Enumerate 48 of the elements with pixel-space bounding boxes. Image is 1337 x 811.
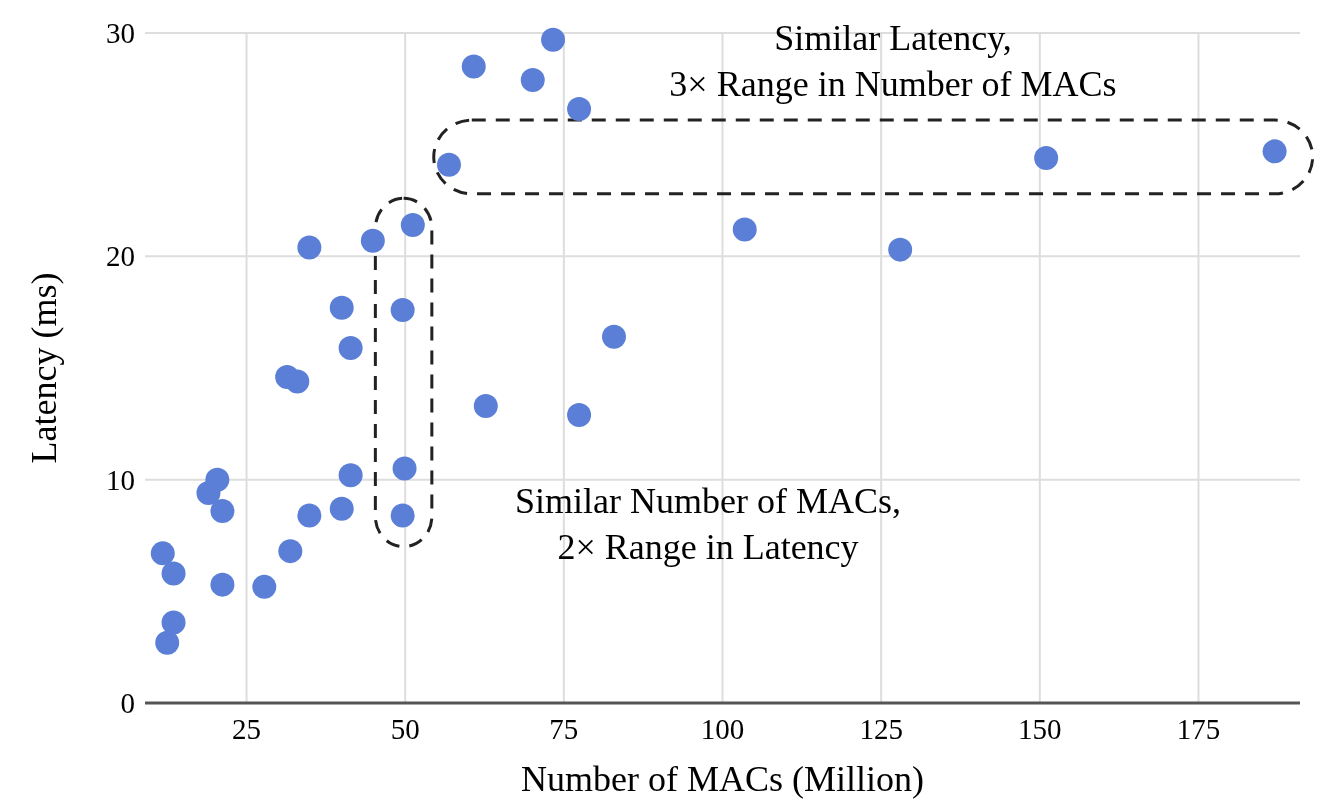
point xyxy=(567,96,592,121)
x-tick-label: 175 xyxy=(1176,713,1221,745)
point xyxy=(1034,146,1059,171)
point xyxy=(473,393,498,418)
point xyxy=(732,217,757,242)
point xyxy=(297,503,322,528)
y-tick-label: 20 xyxy=(106,240,135,273)
point xyxy=(400,213,425,238)
x-tick-label: 150 xyxy=(1018,713,1062,745)
point xyxy=(252,574,277,599)
point xyxy=(601,324,626,349)
point xyxy=(329,496,354,521)
point xyxy=(392,456,417,481)
point xyxy=(150,541,175,566)
x-tick-label: 50 xyxy=(390,713,420,745)
point xyxy=(1262,139,1287,164)
point xyxy=(297,235,322,260)
point xyxy=(285,369,310,394)
point xyxy=(360,228,385,253)
point xyxy=(210,498,235,523)
point xyxy=(436,152,461,177)
y-tick-label: 0 xyxy=(120,687,135,719)
point xyxy=(338,335,363,360)
point xyxy=(390,297,415,322)
y-axis-title: Latency (ms) xyxy=(24,272,64,464)
point xyxy=(888,237,913,262)
point xyxy=(161,610,186,635)
point xyxy=(161,561,186,586)
x-tick-label: 100 xyxy=(700,713,745,745)
y-tick-label: 10 xyxy=(106,463,135,496)
point xyxy=(567,402,592,427)
point xyxy=(461,54,486,79)
x-tick-label: 125 xyxy=(859,713,903,745)
point xyxy=(390,503,415,528)
annotation: Similar Latency, 3× Range in Number of MACs xyxy=(669,18,1117,104)
point xyxy=(278,539,303,564)
point xyxy=(210,572,235,597)
point xyxy=(205,467,230,492)
annotation: Similar Number of MACs, 2× Range in Latency xyxy=(515,481,901,567)
point xyxy=(155,630,180,655)
x-tick-label: 75 xyxy=(549,713,579,745)
point xyxy=(520,67,545,92)
x-tick-label: 25 xyxy=(232,713,262,745)
y-tick-label: 30 xyxy=(106,17,135,49)
point xyxy=(541,27,566,52)
point xyxy=(329,295,354,320)
x-axis-title: Number of MACs (Million) xyxy=(521,759,924,799)
point xyxy=(338,463,363,488)
